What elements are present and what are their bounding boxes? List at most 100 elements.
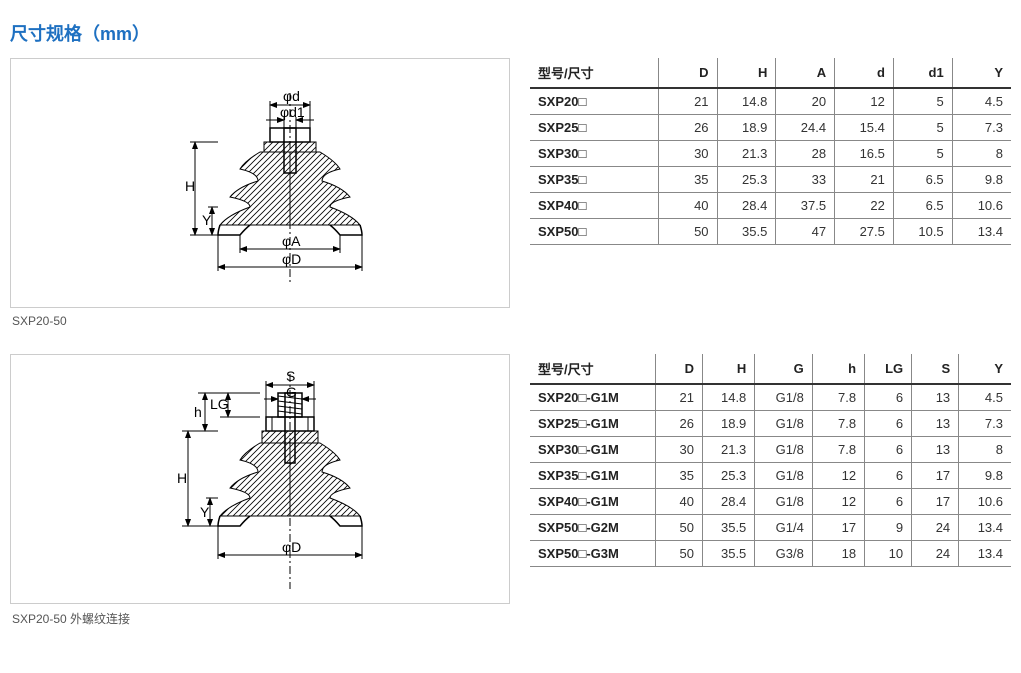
table-cell: G1/8 (755, 463, 813, 489)
table-cell: 26 (655, 411, 702, 437)
table-cell: 20 (776, 88, 835, 115)
table-cell: 13 (912, 384, 959, 411)
table-cell: 9.8 (952, 167, 1011, 193)
col-header: G (755, 354, 813, 384)
table-cell: 6 (865, 489, 912, 515)
table-cell: 7.8 (812, 384, 864, 411)
table-cell: G1/8 (755, 437, 813, 463)
label-phi-A: φA (282, 233, 301, 249)
table-cell: G1/4 (755, 515, 813, 541)
table-row: SXP50□5035.54727.510.513.4 (530, 219, 1011, 245)
table-cell: G1/8 (755, 489, 813, 515)
table-cell: 30 (655, 437, 702, 463)
table-row: SXP40□-G1M4028.4G1/81261710.6 (530, 489, 1011, 515)
table-cell: 9 (865, 515, 912, 541)
table-cell: SXP35□ (530, 167, 658, 193)
table-cell: 50 (655, 541, 702, 567)
row-1: φd φd1 H Y φA (10, 58, 1011, 346)
label-H1: H (185, 178, 195, 194)
table-cell: 27.5 (835, 219, 894, 245)
table-cell: 47 (776, 219, 835, 245)
label-S: S (286, 368, 295, 384)
table-cell: 21 (835, 167, 894, 193)
table-cell: 13 (912, 437, 959, 463)
label-LG: LG (210, 396, 229, 412)
table-cell: 4.5 (952, 88, 1011, 115)
table-cell: SXP25□-G1M (530, 411, 655, 437)
table-cell: 14.8 (703, 384, 755, 411)
label-G: G (286, 384, 297, 400)
table-cell: 12 (835, 88, 894, 115)
table-cell: 28.4 (717, 193, 776, 219)
col-header: H (703, 354, 755, 384)
col-header: d1 (893, 58, 952, 88)
table-cell: 50 (658, 219, 717, 245)
table-cell: 21 (655, 384, 702, 411)
table-cell: 10.6 (959, 489, 1011, 515)
table-cell: 5 (893, 141, 952, 167)
diagram2-caption: SXP20-50 外螺纹连接 (12, 610, 510, 627)
col-header: d (835, 58, 894, 88)
table-cell: 35.5 (703, 515, 755, 541)
table-cell: 7.8 (812, 437, 864, 463)
table-cell: 14.8 (717, 88, 776, 115)
diagram2-wrap: S G LG h H (10, 354, 510, 645)
label-phi-d1: φd1 (280, 104, 305, 120)
table-cell: G1/8 (755, 411, 813, 437)
table-cell: 10 (865, 541, 912, 567)
table-cell: SXP50□-G2M (530, 515, 655, 541)
table-cell: 8 (959, 437, 1011, 463)
table-cell: SXP40□-G1M (530, 489, 655, 515)
table-cell: 24 (912, 515, 959, 541)
table-cell: 6 (865, 463, 912, 489)
col-header: 型号/尺寸 (530, 58, 658, 88)
table-cell: 35.5 (717, 219, 776, 245)
table-cell: 50 (655, 515, 702, 541)
table-cell: 13.4 (959, 541, 1011, 567)
table-cell: SXP30□ (530, 141, 658, 167)
table-cell: 28.4 (703, 489, 755, 515)
diagram2-svg: S G LG h H (90, 359, 430, 599)
table-row: SXP35□-G1M3525.3G1/8126179.8 (530, 463, 1011, 489)
section-title: 尺寸规格（mm） (10, 20, 1011, 46)
label-phi-d: φd (283, 88, 300, 104)
table-cell: 25.3 (717, 167, 776, 193)
table-cell: SXP25□ (530, 115, 658, 141)
table-cell: 35 (658, 167, 717, 193)
col-header: Y (959, 354, 1011, 384)
table-cell: 40 (655, 489, 702, 515)
table-row: SXP25□2618.924.415.457.3 (530, 115, 1011, 141)
table-cell: 6.5 (893, 167, 952, 193)
spec-table-2: 型号/尺寸DHGhLGSY SXP20□-G1M2114.8G1/87.8613… (530, 354, 1011, 567)
table-cell: 5 (893, 115, 952, 141)
table-cell: 28 (776, 141, 835, 167)
table-cell: 24.4 (776, 115, 835, 141)
table-cell: 21 (658, 88, 717, 115)
table-cell: 37.5 (776, 193, 835, 219)
table-cell: 6.5 (893, 193, 952, 219)
table-cell: 7.3 (952, 115, 1011, 141)
diagram1-box: φd φd1 H Y φA (10, 58, 510, 308)
col-header: LG (865, 354, 912, 384)
label-H2: H (177, 470, 187, 486)
table-row: SXP50□-G3M5035.5G3/818102413.4 (530, 541, 1011, 567)
table-cell: 24 (912, 541, 959, 567)
diagram1-svg: φd φd1 H Y φA (90, 73, 430, 293)
label-Y2: Y (200, 504, 210, 520)
table-cell: 33 (776, 167, 835, 193)
table-cell: 30 (658, 141, 717, 167)
table-cell: 35 (655, 463, 702, 489)
table-cell: 6 (865, 384, 912, 411)
row-2: S G LG h H (10, 354, 1011, 645)
col-header: H (717, 58, 776, 88)
table-cell: 13 (912, 411, 959, 437)
table-cell: SXP40□ (530, 193, 658, 219)
label-phi-D2: φD (282, 539, 301, 555)
table-cell: 6 (865, 411, 912, 437)
table-cell: 7.8 (812, 411, 864, 437)
col-header: D (658, 58, 717, 88)
table-row: SXP30□-G1M3021.3G1/87.86138 (530, 437, 1011, 463)
table-cell: 12 (812, 489, 864, 515)
table-cell: 6 (865, 437, 912, 463)
table2-wrap: 型号/尺寸DHGhLGSY SXP20□-G1M2114.8G1/87.8613… (530, 354, 1011, 567)
